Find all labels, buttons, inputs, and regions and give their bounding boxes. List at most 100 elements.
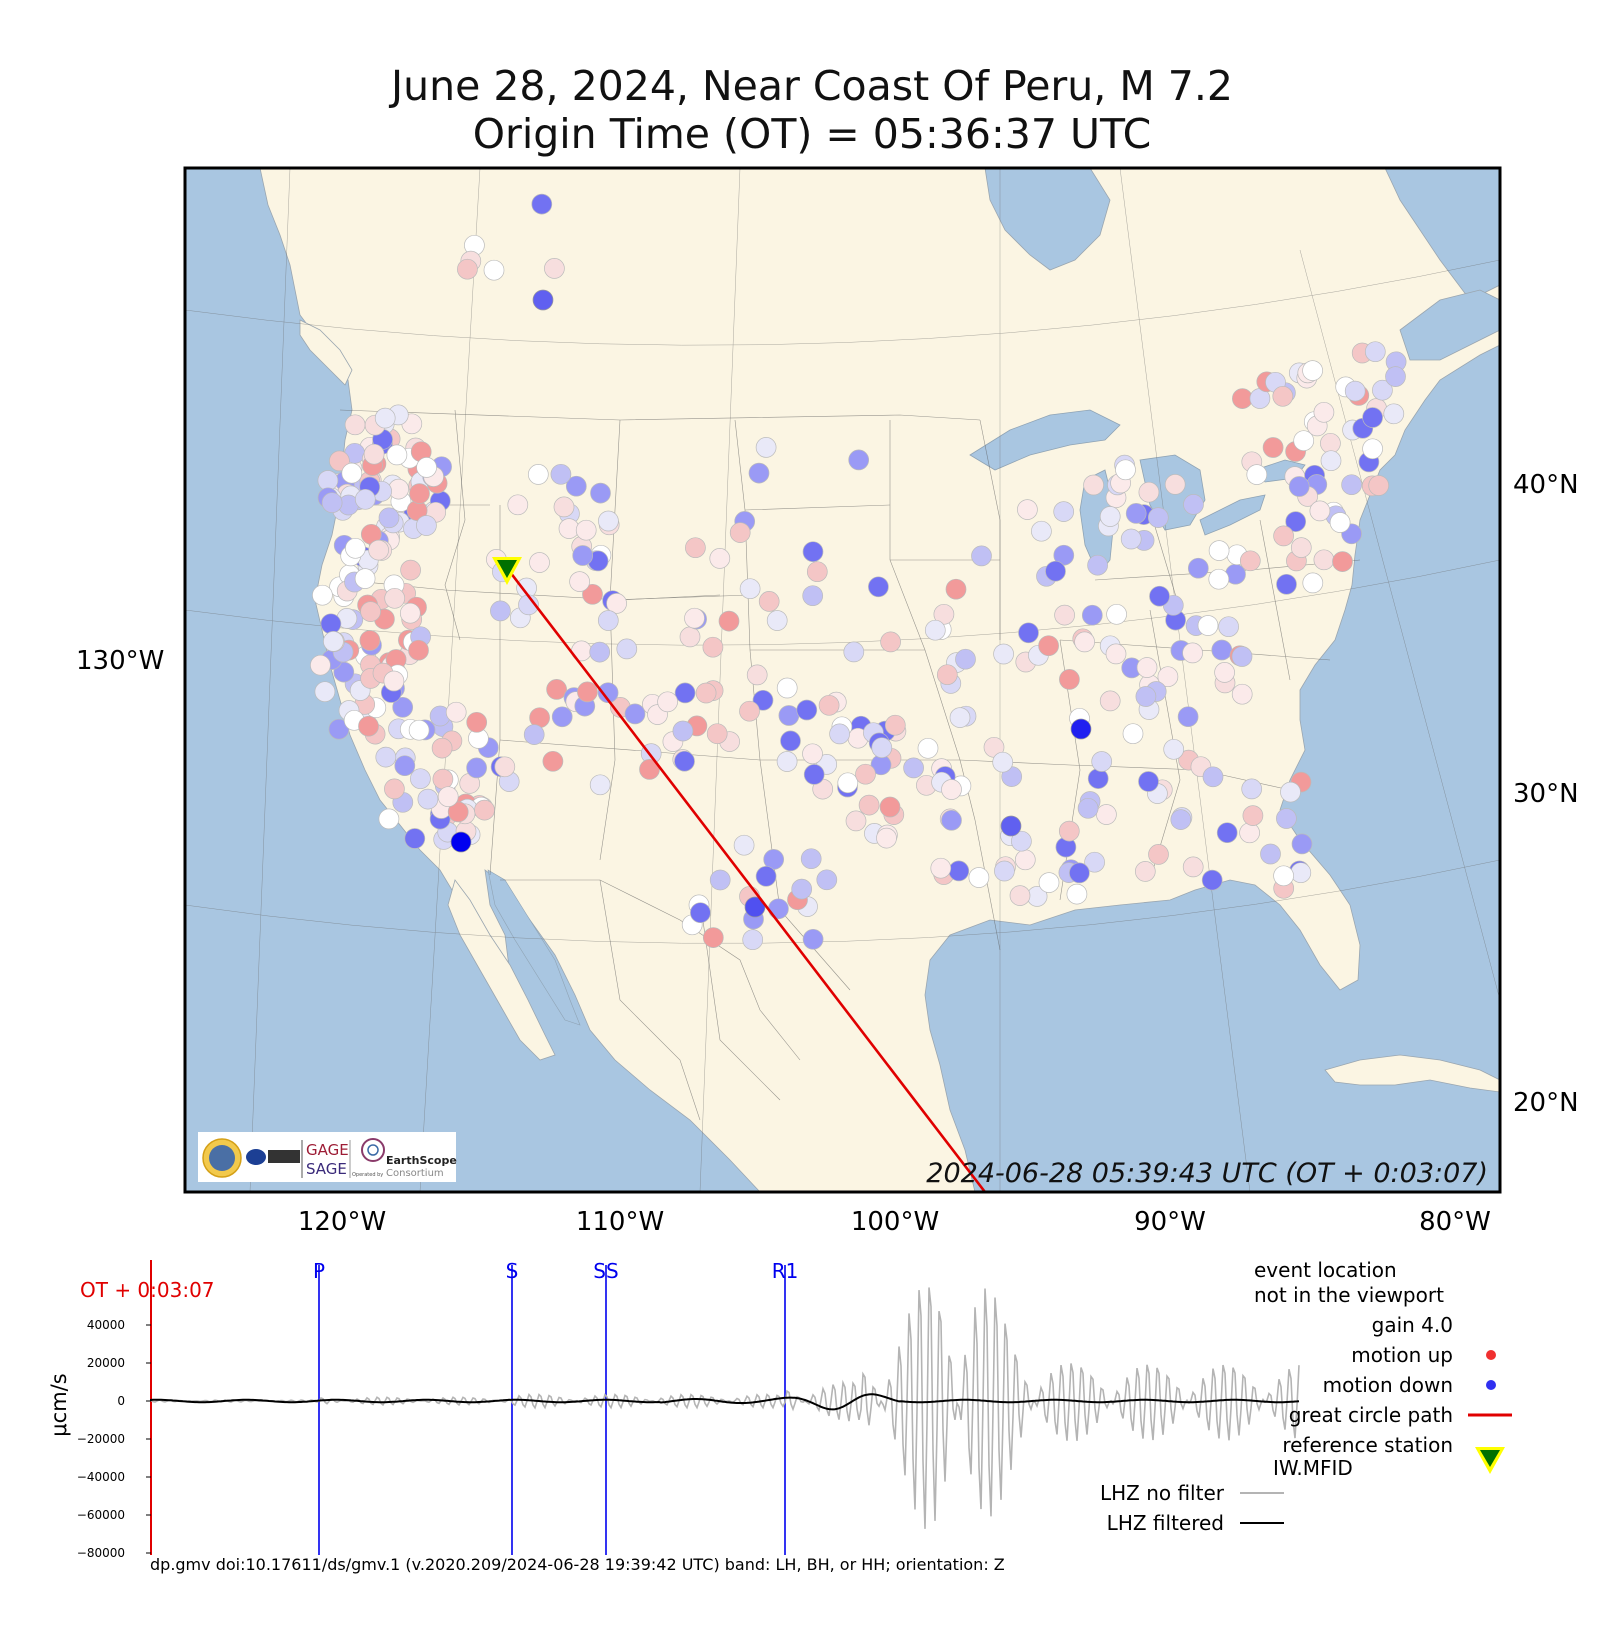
station-marker[interactable] bbox=[375, 746, 397, 768]
station-marker[interactable] bbox=[791, 878, 813, 900]
station-marker[interactable] bbox=[1262, 437, 1284, 458]
station-marker[interactable] bbox=[378, 808, 400, 830]
station-marker[interactable] bbox=[879, 796, 901, 818]
station-marker[interactable] bbox=[818, 694, 840, 716]
station-marker[interactable] bbox=[1232, 388, 1253, 409]
map-panel[interactable]: GAGE SAGE EarthScope Operated by Consort… bbox=[183, 166, 1502, 1194]
station-marker[interactable] bbox=[1170, 809, 1192, 830]
station-marker[interactable] bbox=[702, 927, 724, 948]
station-marker[interactable] bbox=[359, 630, 381, 651]
station-marker[interactable] bbox=[386, 444, 408, 466]
station-marker[interactable] bbox=[706, 723, 728, 745]
station-marker[interactable] bbox=[577, 681, 598, 703]
station-marker[interactable] bbox=[806, 561, 828, 583]
station-marker[interactable] bbox=[466, 757, 487, 779]
station-marker[interactable] bbox=[341, 462, 363, 484]
station-marker[interactable] bbox=[1105, 643, 1127, 665]
station-marker[interactable] bbox=[1069, 862, 1090, 884]
station-marker[interactable] bbox=[1385, 366, 1406, 387]
station-marker[interactable] bbox=[323, 631, 344, 652]
station-marker[interactable] bbox=[1276, 573, 1297, 595]
station-marker[interactable] bbox=[551, 706, 573, 728]
station-marker[interactable] bbox=[1362, 407, 1383, 428]
station-marker[interactable] bbox=[1058, 820, 1080, 842]
station-marker[interactable] bbox=[1211, 639, 1233, 661]
station-marker[interactable] bbox=[384, 778, 405, 800]
station-marker[interactable] bbox=[1320, 432, 1341, 454]
station-marker[interactable] bbox=[684, 607, 705, 629]
station-marker[interactable] bbox=[523, 724, 545, 745]
station-marker[interactable] bbox=[408, 639, 429, 661]
station-marker[interactable] bbox=[1362, 438, 1383, 460]
station-marker[interactable] bbox=[674, 750, 695, 772]
station-marker[interactable] bbox=[1231, 683, 1253, 705]
station-marker[interactable] bbox=[1302, 360, 1323, 381]
station-marker[interactable] bbox=[589, 641, 611, 663]
station-marker[interactable] bbox=[466, 711, 488, 733]
station-marker[interactable] bbox=[410, 768, 431, 790]
station-marker[interactable] bbox=[903, 757, 924, 779]
station-marker[interactable] bbox=[1241, 778, 1263, 800]
station-marker[interactable] bbox=[1187, 557, 1209, 579]
station-marker[interactable] bbox=[329, 450, 350, 472]
station-marker[interactable] bbox=[1053, 501, 1075, 522]
station-marker[interactable] bbox=[1099, 506, 1121, 527]
station-marker[interactable] bbox=[606, 593, 627, 614]
station-marker[interactable] bbox=[1182, 642, 1203, 664]
station-marker[interactable] bbox=[1115, 459, 1136, 481]
station-marker[interactable] bbox=[936, 664, 958, 686]
station-marker[interactable] bbox=[589, 774, 611, 796]
station-marker[interactable] bbox=[657, 691, 678, 713]
station-marker[interactable] bbox=[550, 463, 572, 485]
station-marker[interactable] bbox=[399, 602, 421, 624]
station-marker[interactable] bbox=[310, 654, 331, 676]
station-marker[interactable] bbox=[690, 902, 711, 924]
station-marker[interactable] bbox=[1083, 474, 1104, 496]
station-marker[interactable] bbox=[1038, 635, 1059, 657]
station-marker[interactable] bbox=[845, 810, 867, 832]
station-marker[interactable] bbox=[368, 539, 389, 561]
station-marker[interactable] bbox=[531, 193, 553, 215]
station-marker[interactable] bbox=[1273, 525, 1294, 547]
station-marker[interactable] bbox=[1242, 805, 1264, 826]
station-marker[interactable] bbox=[1291, 833, 1313, 855]
station-marker[interactable] bbox=[802, 743, 823, 765]
station-marker[interactable] bbox=[1066, 883, 1088, 905]
station-marker[interactable] bbox=[876, 827, 897, 849]
station-marker[interactable] bbox=[1087, 768, 1109, 789]
station-marker[interactable] bbox=[1288, 476, 1310, 497]
station-marker[interactable] bbox=[1218, 616, 1239, 638]
station-marker[interactable] bbox=[755, 437, 777, 458]
station-marker[interactable] bbox=[490, 600, 511, 622]
station-marker[interactable] bbox=[1197, 615, 1219, 636]
station-marker[interactable] bbox=[1231, 646, 1253, 667]
station-marker[interactable] bbox=[328, 718, 350, 740]
station-marker[interactable] bbox=[917, 737, 939, 759]
station-marker[interactable] bbox=[354, 568, 376, 589]
station-marker[interactable] bbox=[546, 679, 567, 700]
station-marker[interactable] bbox=[358, 715, 379, 737]
station-marker[interactable] bbox=[855, 763, 876, 785]
station-marker[interactable] bbox=[994, 860, 1015, 882]
station-marker[interactable] bbox=[733, 834, 755, 856]
station-marker[interactable] bbox=[598, 510, 619, 532]
station-marker[interactable] bbox=[553, 496, 575, 518]
station-marker[interactable] bbox=[569, 571, 590, 592]
station-marker[interactable] bbox=[843, 641, 865, 663]
station-marker[interactable] bbox=[871, 737, 893, 759]
station-marker[interactable] bbox=[1147, 507, 1169, 528]
station-marker[interactable] bbox=[776, 751, 798, 772]
station-marker[interactable] bbox=[930, 857, 952, 879]
station-marker[interactable] bbox=[884, 714, 906, 736]
station-marker[interactable] bbox=[1364, 341, 1386, 363]
station-marker[interactable] bbox=[948, 860, 970, 882]
station-marker[interactable] bbox=[1201, 869, 1223, 891]
station-marker[interactable] bbox=[1341, 474, 1362, 496]
station-marker[interactable] bbox=[924, 619, 946, 641]
station-marker[interactable] bbox=[590, 482, 611, 504]
station-marker[interactable] bbox=[345, 537, 366, 559]
station-marker[interactable] bbox=[1313, 401, 1335, 423]
station-marker[interactable] bbox=[1383, 403, 1405, 425]
station-marker[interactable] bbox=[409, 483, 430, 504]
station-marker[interactable] bbox=[1136, 657, 1158, 678]
